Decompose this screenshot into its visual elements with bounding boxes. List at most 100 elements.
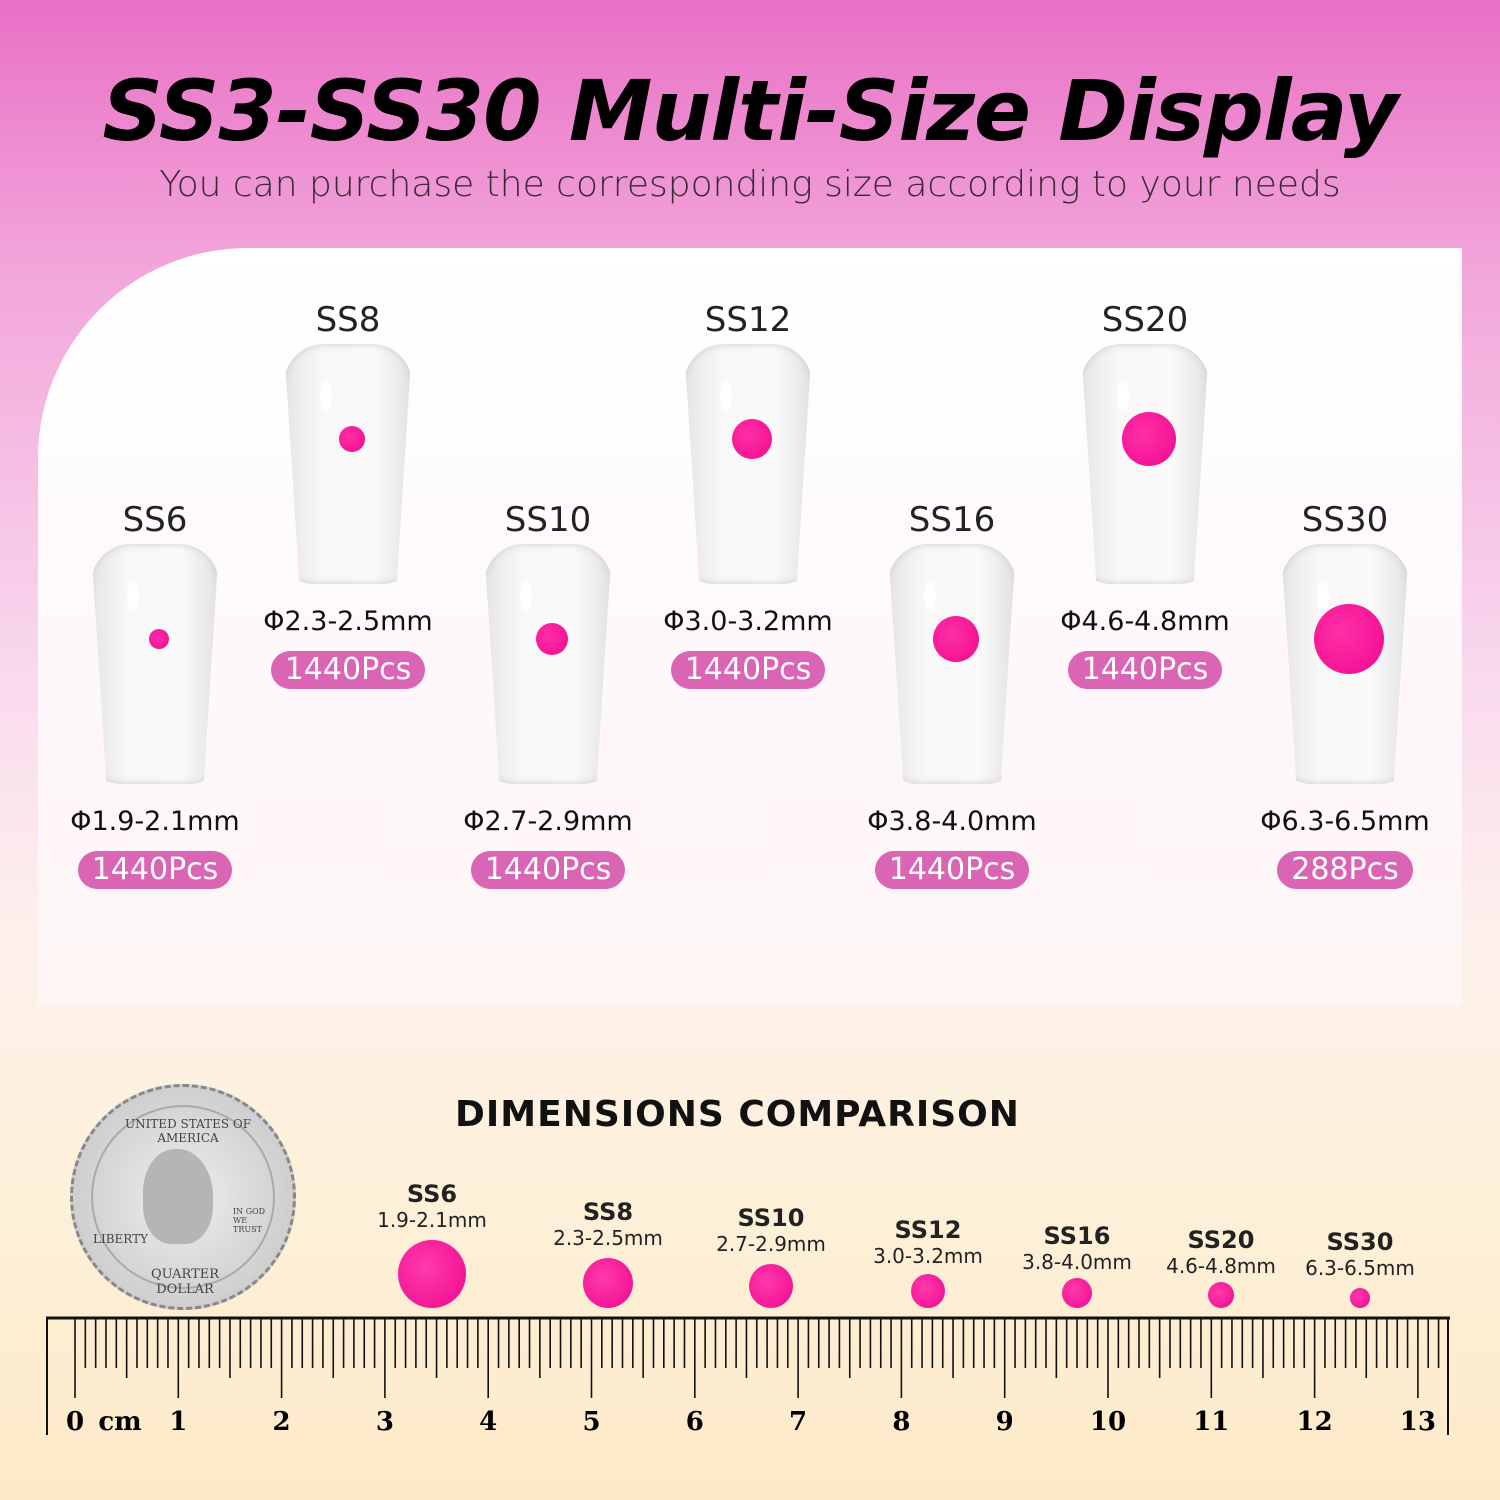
comparison-size-name: SS20 xyxy=(1187,1226,1255,1254)
comparison-size-mm: 3.8-4.0mm xyxy=(1022,1250,1132,1274)
size-name: SS6 xyxy=(122,500,188,540)
size-name: SS12 xyxy=(704,300,792,340)
diameter-label: Φ3.8-4.0mm xyxy=(867,806,1037,837)
comparison-size-mm: 2.7-2.9mm xyxy=(716,1232,826,1256)
comparison-title: DIMENSIONS COMPARISON xyxy=(455,1094,1020,1135)
size-item-ss8: SS8 Φ2.3-2.5mm 1440Pcs xyxy=(228,300,468,689)
comparison-size-mm: 4.6-4.8mm xyxy=(1166,1254,1276,1278)
page-title: SS3-SS30 Multi-Size Display xyxy=(102,62,1398,160)
comparison-label: SS30 6.3-6.5mm xyxy=(1290,1228,1430,1280)
ruler-label: 1 xyxy=(169,1407,187,1437)
comparison-dot xyxy=(1350,1288,1370,1308)
size-name: SS20 xyxy=(1101,300,1189,340)
page-subtitle: You can purchase the corresponding size … xyxy=(159,164,1341,205)
nail-tip-image xyxy=(684,344,812,584)
nail-shine xyxy=(127,582,139,610)
ruler-label: 13 xyxy=(1400,1407,1436,1437)
rhinestone-dot xyxy=(149,629,169,649)
rhinestone-dot xyxy=(536,623,568,655)
ruler-label: 9 xyxy=(996,1407,1014,1437)
nail-shine xyxy=(924,582,936,610)
rhinestone-dot xyxy=(1122,412,1176,466)
comparison-dot xyxy=(1062,1278,1092,1308)
quantity-badge: 1440Pcs xyxy=(270,651,426,689)
ruler-label: 0 xyxy=(66,1407,84,1437)
size-name: SS30 xyxy=(1301,500,1389,540)
nail-shine xyxy=(520,582,532,610)
diameter-label: Φ4.6-4.8mm xyxy=(1060,606,1230,637)
quantity-badge: 1440Pcs xyxy=(670,651,826,689)
quantity-badge: 288Pcs xyxy=(1277,851,1413,889)
size-item-ss20: SS20 Φ4.6-4.8mm 1440Pcs xyxy=(1025,300,1265,689)
rhinestone-dot xyxy=(339,426,365,452)
size-name: SS8 xyxy=(315,300,381,340)
nail-shine xyxy=(1117,382,1129,410)
ruler-label: 6 xyxy=(686,1407,704,1437)
comparison-size-name: SS16 xyxy=(1043,1222,1111,1250)
nail-tip-image xyxy=(484,544,612,784)
nail-tip-image xyxy=(888,544,1016,784)
comparison-size-mm: 2.3-2.5mm xyxy=(553,1226,663,1250)
comparison-size-name: SS10 xyxy=(737,1204,805,1232)
comparison-size-name: SS8 xyxy=(582,1198,634,1226)
quantity-badge: 1440Pcs xyxy=(470,851,626,889)
quantity-badge: 1440Pcs xyxy=(1067,651,1223,689)
ruler-unit: cm xyxy=(98,1407,141,1437)
comparison-dot xyxy=(1208,1282,1234,1308)
quantity-badge: 1440Pcs xyxy=(874,851,1030,889)
comparison-size-name: SS12 xyxy=(894,1216,962,1244)
comparison-label: SS16 3.8-4.0mm xyxy=(1007,1222,1147,1274)
diameter-label: Φ1.9-2.1mm xyxy=(70,806,240,837)
comparison-dot xyxy=(749,1264,793,1308)
ruler-label: 5 xyxy=(582,1407,600,1437)
rhinestone-dot xyxy=(1314,604,1384,674)
comparison-size-mm: 3.0-3.2mm xyxy=(873,1244,983,1268)
quarter-coin-image: UNITED STATES OF AMERICA LIBERTY IN GOD … xyxy=(70,1084,296,1310)
diameter-label: Φ2.7-2.9mm xyxy=(463,806,633,837)
size-name: SS10 xyxy=(504,500,592,540)
ruler-label: 12 xyxy=(1297,1407,1333,1437)
comparison-dot xyxy=(398,1240,466,1308)
quantity-badge: 1440Pcs xyxy=(77,851,233,889)
rhinestone-dot xyxy=(933,616,979,662)
comparison-label: SS8 2.3-2.5mm xyxy=(538,1198,678,1250)
comparison-size-name: SS30 xyxy=(1326,1228,1394,1256)
comparison-label: SS10 2.7-2.9mm xyxy=(701,1204,841,1256)
rhinestone-dot xyxy=(732,419,772,459)
washington-portrait xyxy=(143,1149,213,1244)
coin-liberty-text: LIBERTY xyxy=(93,1232,149,1246)
comparison-dot xyxy=(583,1258,633,1308)
comparison-label: SS20 4.6-4.8mm xyxy=(1151,1226,1291,1278)
nail-shine xyxy=(320,382,332,410)
ruler-label: 8 xyxy=(892,1407,910,1437)
nail-shine xyxy=(720,382,732,410)
nail-tip-image xyxy=(284,344,412,584)
size-item-ss6: SS6 Φ1.9-2.1mm 1440Pcs xyxy=(35,500,275,889)
size-item-ss30: SS30 Φ6.3-6.5mm 288Pcs xyxy=(1225,500,1465,889)
ruler-label: 7 xyxy=(789,1407,807,1437)
comparison-dot xyxy=(911,1274,945,1308)
coin-top-text: UNITED STATES OF AMERICA xyxy=(124,1117,252,1145)
ruler-label: 4 xyxy=(479,1407,497,1437)
size-item-ss16: SS16 Φ3.8-4.0mm 1440Pcs xyxy=(832,500,1072,889)
coin-motto-text: IN GOD WE TRUST xyxy=(233,1207,266,1234)
comparison-label: SS12 3.0-3.2mm xyxy=(858,1216,998,1268)
coin-bottom-text: QUARTER DOLLAR xyxy=(150,1267,220,1297)
ruler-label: 10 xyxy=(1090,1407,1126,1437)
comparison-label: SS6 1.9-2.1mm xyxy=(362,1180,502,1232)
size-item-ss10: SS10 Φ2.7-2.9mm 1440Pcs xyxy=(428,500,668,889)
ruler-label: 3 xyxy=(376,1407,394,1437)
size-item-ss12: SS12 Φ3.0-3.2mm 1440Pcs xyxy=(628,300,868,689)
ruler-label: 11 xyxy=(1193,1407,1229,1437)
nail-tip-image xyxy=(91,544,219,784)
nail-shine xyxy=(1317,582,1329,610)
comparison-size-mm: 1.9-2.1mm xyxy=(377,1208,487,1232)
size-name: SS16 xyxy=(908,500,996,540)
ruler-label: 2 xyxy=(273,1407,291,1437)
diameter-label: Φ3.0-3.2mm xyxy=(663,606,833,637)
diameter-label: Φ2.3-2.5mm xyxy=(263,606,433,637)
diameter-label: Φ6.3-6.5mm xyxy=(1260,806,1430,837)
comparison-size-name: SS6 xyxy=(406,1180,458,1208)
comparison-size-mm: 6.3-6.5mm xyxy=(1305,1256,1415,1280)
